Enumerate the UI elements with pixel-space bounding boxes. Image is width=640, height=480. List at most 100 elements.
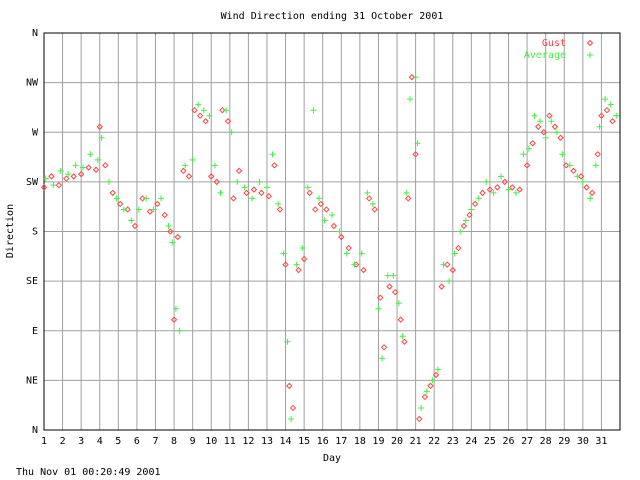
gust-point bbox=[404, 195, 412, 202]
average-point bbox=[87, 151, 94, 158]
gust-point bbox=[230, 195, 237, 202]
average-point bbox=[587, 195, 594, 202]
y-tick-label: W bbox=[32, 127, 39, 138]
gust-point bbox=[146, 208, 154, 215]
x-tick-label: 31 bbox=[595, 436, 607, 447]
gust-point bbox=[546, 112, 553, 119]
average-point bbox=[592, 162, 599, 169]
plot-frame bbox=[43, 32, 621, 431]
y-tick-label: SW bbox=[26, 177, 39, 188]
gust-point bbox=[397, 316, 404, 323]
x-tick-label: 15 bbox=[298, 436, 310, 447]
x-tick-label: 6 bbox=[134, 436, 140, 447]
gust-point bbox=[109, 189, 116, 197]
x-tick-label: 24 bbox=[465, 436, 477, 447]
gust-point bbox=[102, 162, 109, 169]
gust-point bbox=[213, 178, 221, 186]
average-point bbox=[434, 366, 441, 373]
average-point bbox=[299, 245, 306, 252]
average-point bbox=[106, 178, 113, 185]
x-tick-label: 27 bbox=[521, 436, 533, 447]
x-tick-label: 20 bbox=[391, 436, 403, 447]
average-point bbox=[446, 278, 453, 285]
gust-point bbox=[598, 112, 605, 119]
average-point bbox=[407, 96, 414, 103]
gust-point bbox=[494, 184, 501, 191]
x-tick-label: 9 bbox=[190, 436, 196, 447]
gust-point bbox=[380, 344, 388, 351]
gust-point bbox=[92, 166, 100, 173]
gust-point bbox=[479, 189, 486, 197]
average-point bbox=[241, 184, 248, 191]
average-point bbox=[379, 355, 386, 362]
gust-point bbox=[466, 211, 473, 219]
gust-point bbox=[77, 170, 85, 178]
average-point bbox=[249, 195, 256, 202]
gust-point bbox=[427, 382, 434, 390]
average-point bbox=[217, 189, 224, 196]
gust-point bbox=[523, 162, 531, 169]
gust-point bbox=[501, 178, 509, 186]
average-point bbox=[525, 145, 532, 152]
y-axis-label: Direction bbox=[5, 204, 16, 258]
gust-point bbox=[139, 195, 146, 202]
gust-point bbox=[282, 261, 289, 268]
average-point bbox=[343, 250, 350, 257]
x-tick-label: 22 bbox=[428, 436, 440, 447]
average-point bbox=[80, 164, 87, 171]
average-point bbox=[498, 173, 505, 180]
average-point bbox=[384, 272, 391, 279]
average-point bbox=[505, 186, 512, 193]
gust-point bbox=[323, 206, 330, 213]
average-point bbox=[364, 189, 371, 196]
footer-timestamp: Thu Nov 01 00:20:49 2001 bbox=[16, 467, 161, 478]
average-point bbox=[195, 101, 202, 108]
average-point bbox=[94, 156, 101, 163]
gust-point bbox=[570, 167, 577, 175]
gust-point bbox=[170, 316, 178, 323]
gust-point bbox=[48, 173, 55, 180]
gust-point bbox=[306, 189, 313, 197]
gust-point bbox=[55, 181, 63, 189]
gust-point bbox=[365, 195, 373, 202]
average-point bbox=[329, 211, 335, 218]
gust-point bbox=[460, 222, 468, 230]
gust-point bbox=[191, 106, 198, 114]
average-point bbox=[57, 167, 64, 174]
average-point bbox=[490, 189, 497, 196]
gust-point bbox=[438, 283, 445, 290]
average-point bbox=[310, 107, 317, 114]
average-point bbox=[211, 162, 218, 169]
average-point bbox=[182, 162, 189, 169]
x-tick-label: 3 bbox=[78, 436, 84, 447]
average-point bbox=[574, 173, 581, 180]
gust-point bbox=[85, 164, 92, 171]
average-point bbox=[475, 195, 482, 202]
gust-point bbox=[258, 189, 265, 197]
gust-point bbox=[208, 173, 215, 180]
average-point bbox=[399, 333, 406, 340]
average-point bbox=[128, 217, 135, 224]
average-point bbox=[457, 228, 464, 235]
gust-point bbox=[174, 233, 181, 241]
average-point bbox=[607, 101, 614, 108]
average-point bbox=[336, 228, 343, 235]
gust-point bbox=[317, 200, 325, 208]
gust-point bbox=[131, 222, 139, 230]
legend-label: Gust bbox=[542, 38, 566, 49]
x-tick-label: 12 bbox=[242, 436, 254, 447]
gust-point bbox=[224, 118, 232, 125]
gust-point bbox=[529, 140, 536, 147]
gust-point bbox=[124, 206, 131, 213]
gust-point bbox=[312, 206, 319, 213]
gust-point bbox=[235, 167, 243, 175]
average-point bbox=[189, 156, 196, 163]
x-axis-label: Day bbox=[323, 453, 341, 464]
gust-point bbox=[180, 167, 187, 175]
gust-point bbox=[286, 382, 293, 390]
average-point bbox=[50, 182, 57, 189]
average-point bbox=[321, 217, 328, 224]
gust-point bbox=[586, 39, 594, 47]
average-point bbox=[98, 134, 105, 141]
